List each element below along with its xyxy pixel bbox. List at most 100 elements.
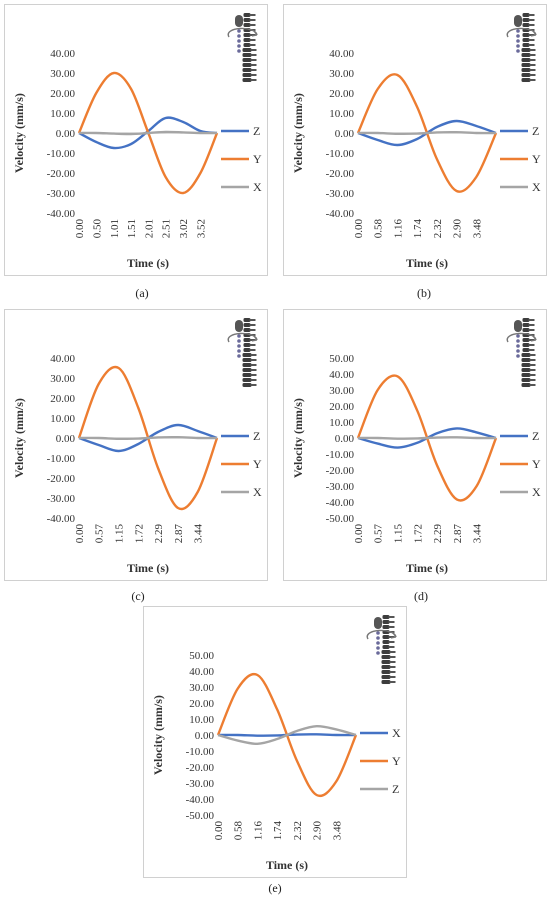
y-tick-label: 10.00 xyxy=(189,714,214,726)
y-axis-title: Velocity (mm/s) xyxy=(151,695,165,775)
y-tick-label: -40.00 xyxy=(326,208,355,220)
x-tick-label: 1.15 xyxy=(114,524,126,544)
y-tick-label: -20.00 xyxy=(186,762,215,774)
vertebral-column-icon xyxy=(366,615,397,684)
y-tick-label: -10.00 xyxy=(47,148,76,160)
x-axis-title: Time (s) xyxy=(266,858,308,872)
y-tick-label: 10.00 xyxy=(50,108,75,120)
y-tick-label: -10.00 xyxy=(326,148,355,160)
y-tick-label: -50.00 xyxy=(186,810,215,822)
x-tick-label: 3.48 xyxy=(331,821,343,841)
chart-svg-e: 50.00 40.00 30.00 20.00 10.00 0.00 -10.00 -20.0… xyxy=(151,615,401,872)
x-tick-label: 0.00 xyxy=(74,524,86,544)
y-tick-label: -40.00 xyxy=(186,794,215,806)
x-tick-label: 1.15 xyxy=(393,524,405,544)
legend-label: Y xyxy=(253,152,262,166)
chart-svg-b: 40.00 30.00 20.00 10.00 0.00 -10.00 -20.00 -30.… xyxy=(291,13,541,270)
x-tick-label: 1.51 xyxy=(126,219,138,238)
x-tick-label: 2.32 xyxy=(432,219,444,238)
x-tick-label: 0.57 xyxy=(94,524,106,544)
legend-label: Y xyxy=(392,754,401,768)
legend-label: X xyxy=(532,180,541,194)
y-tick-label: 40.00 xyxy=(50,48,75,60)
x-axis-title: Time (s) xyxy=(406,561,448,575)
x-tick-label: 0.57 xyxy=(373,524,385,544)
y-tick-label: -40.00 xyxy=(47,513,76,525)
chart-svg-c: 40.00 30.00 20.00 10.00 0.00 -10.00 -20.00 -30.… xyxy=(12,318,262,575)
y-tick-label: 40.00 xyxy=(50,353,75,365)
chart-panel-a: 40.00 30.00 20.00 10.00 0.00 -10.00 -20.00 -30.… xyxy=(4,4,268,276)
y-tick-label: -30.00 xyxy=(326,188,355,200)
vertebral-column-icon xyxy=(227,318,258,387)
y-tick-label: 20.00 xyxy=(50,393,75,405)
chart-panel-c: 40.00 30.00 20.00 10.00 0.00 -10.00 -20.00 -30.… xyxy=(4,309,268,581)
legend-label: Z xyxy=(253,429,260,443)
y-tick-label: 30.00 xyxy=(50,373,75,385)
x-tick-label: 2.87 xyxy=(173,524,185,544)
chart-panel-e: 50.00 40.00 30.00 20.00 10.00 0.00 -10.00 -20.0… xyxy=(143,606,407,878)
y-tick-label: 40.00 xyxy=(329,48,354,60)
y-tick-label: 20.00 xyxy=(329,401,354,413)
y-tick-label: 50.00 xyxy=(329,353,354,365)
y-axis-title: Velocity (mm/s) xyxy=(291,93,305,173)
y-tick-label: -30.00 xyxy=(326,481,355,493)
x-tick-label: 2.90 xyxy=(452,219,464,239)
panel-label-c: (c) xyxy=(131,589,145,603)
legend-label: X xyxy=(532,485,541,499)
legend-label: Z xyxy=(532,124,539,138)
x-tick-label: 2.29 xyxy=(153,524,165,544)
vertebral-column-icon xyxy=(506,318,537,387)
x-tick-label: 0.00 xyxy=(353,524,365,544)
y-tick-label: -20.00 xyxy=(326,168,355,180)
x-tick-label: 3.44 xyxy=(472,524,484,544)
x-tick-label: 1.16 xyxy=(252,821,264,841)
chart-svg-d: 50.00 40.00 30.00 20.00 10.00 0.00 -10.00 -20.0… xyxy=(291,318,541,575)
x-tick-label: 2.01 xyxy=(143,219,155,238)
x-tick-label: 0.58 xyxy=(233,821,245,841)
y-tick-label: -30.00 xyxy=(186,778,215,790)
y-tick-label: 30.00 xyxy=(50,68,75,80)
legend-label: Z xyxy=(532,429,539,443)
y-tick-label: -20.00 xyxy=(47,473,76,485)
x-tick-label: 0.50 xyxy=(91,219,103,239)
panel-label-d: (d) xyxy=(414,589,428,603)
x-tick-label: 1.72 xyxy=(133,524,145,543)
x-tick-label: 1.72 xyxy=(412,524,424,543)
y-tick-label: -40.00 xyxy=(326,497,355,509)
x-tick-label: 2.32 xyxy=(292,821,304,840)
x-tick-label: 3.52 xyxy=(195,219,207,238)
x-axis-title: Time (s) xyxy=(406,256,448,270)
series-line-x xyxy=(78,435,218,441)
y-tick-label: -20.00 xyxy=(47,168,76,180)
y-tick-label: -10.00 xyxy=(47,453,76,465)
y-tick-label: 40.00 xyxy=(329,369,354,381)
x-tick-label: 1.74 xyxy=(412,219,424,239)
y-tick-label: 20.00 xyxy=(50,88,75,100)
y-tick-label: 0.00 xyxy=(195,730,215,742)
y-tick-label: -10.00 xyxy=(326,449,355,461)
y-tick-label: 20.00 xyxy=(329,88,354,100)
legend-label: Z xyxy=(392,782,399,796)
series-line-x xyxy=(357,436,497,440)
x-tick-label: 0.00 xyxy=(74,219,86,239)
x-tick-label: 2.51 xyxy=(161,219,173,238)
vertebral-column-icon xyxy=(227,13,258,82)
legend-label: Z xyxy=(253,124,260,138)
x-tick-label: 2.29 xyxy=(432,524,444,544)
y-tick-label: 50.00 xyxy=(189,650,214,662)
y-axis-title: Velocity (mm/s) xyxy=(291,398,305,478)
x-tick-label: 2.90 xyxy=(312,821,324,841)
y-tick-label: 10.00 xyxy=(329,108,354,120)
x-axis-title: Time (s) xyxy=(127,561,169,575)
y-tick-label: 10.00 xyxy=(329,417,354,429)
chart-panel-d: 50.00 40.00 30.00 20.00 10.00 0.00 -10.00 -20.0… xyxy=(283,309,547,581)
series-line-z xyxy=(217,724,357,746)
x-axis-title: Time (s) xyxy=(127,256,169,270)
x-tick-label: 0.58 xyxy=(373,219,385,239)
legend-label: Y xyxy=(532,457,541,471)
y-tick-label: -10.00 xyxy=(186,746,215,758)
x-tick-label: 1.74 xyxy=(272,821,284,841)
panel-label-b: (b) xyxy=(417,286,431,300)
series-line-x xyxy=(357,130,497,136)
x-tick-label: 1.01 xyxy=(109,219,121,238)
